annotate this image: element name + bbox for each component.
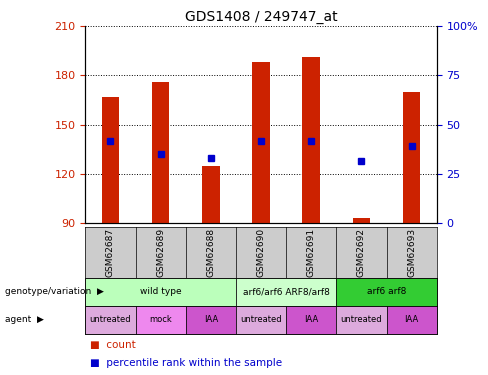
Text: untreated: untreated (341, 315, 382, 324)
Bar (186, 306, 236, 334)
Bar (353, 218, 370, 223)
Text: untreated: untreated (240, 315, 282, 324)
Text: arf6/arf6 ARF8/arf8: arf6/arf6 ARF8/arf8 (243, 287, 329, 296)
Title: GDS1408 / 249747_at: GDS1408 / 249747_at (185, 10, 337, 24)
Text: arf6 arf8: arf6 arf8 (367, 287, 406, 296)
Bar (236, 306, 286, 334)
Bar (152, 82, 169, 223)
Text: agent  ▶: agent ▶ (5, 315, 44, 324)
Bar (403, 92, 421, 223)
Bar (386, 306, 437, 334)
Bar (236, 278, 336, 306)
Bar (202, 166, 220, 223)
Text: GSM62688: GSM62688 (206, 228, 215, 277)
Text: GSM62687: GSM62687 (106, 228, 115, 277)
Text: GSM62693: GSM62693 (407, 228, 416, 277)
Text: GSM62689: GSM62689 (156, 228, 165, 277)
Text: ■  count: ■ count (90, 340, 136, 350)
Text: GSM62690: GSM62690 (257, 228, 265, 277)
Bar (303, 57, 320, 223)
Bar (85, 278, 236, 306)
Text: genotype/variation  ▶: genotype/variation ▶ (5, 287, 104, 296)
Text: IAA: IAA (405, 315, 419, 324)
Text: IAA: IAA (304, 315, 318, 324)
Text: ■  percentile rank within the sample: ■ percentile rank within the sample (90, 358, 283, 369)
Text: mock: mock (149, 315, 172, 324)
Bar (102, 97, 119, 223)
Bar (252, 62, 270, 223)
Text: GSM62692: GSM62692 (357, 228, 366, 277)
Text: IAA: IAA (204, 315, 218, 324)
Text: GSM62691: GSM62691 (307, 228, 316, 277)
Bar (85, 306, 136, 334)
Bar (136, 306, 186, 334)
Bar (336, 278, 437, 306)
Text: untreated: untreated (90, 315, 131, 324)
Bar (336, 306, 386, 334)
Text: wild type: wild type (140, 287, 182, 296)
Bar (286, 306, 336, 334)
